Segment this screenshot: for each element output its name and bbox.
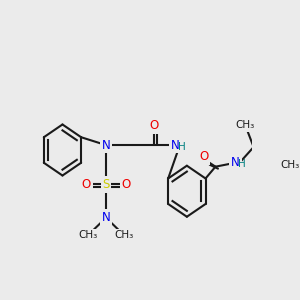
Text: CH₃: CH₃ — [280, 160, 300, 170]
Text: N: N — [102, 139, 110, 152]
Text: N: N — [231, 156, 240, 169]
Text: H: H — [178, 142, 185, 152]
Text: O: O — [199, 150, 208, 164]
Text: O: O — [82, 178, 91, 191]
Text: O: O — [121, 178, 130, 191]
Text: N: N — [170, 139, 179, 152]
Text: N: N — [102, 211, 110, 224]
Text: H: H — [238, 159, 246, 169]
Text: CH₃: CH₃ — [78, 230, 98, 240]
Text: O: O — [149, 119, 159, 132]
Text: CH₃: CH₃ — [115, 230, 134, 240]
Text: S: S — [102, 178, 110, 191]
Text: CH₃: CH₃ — [236, 121, 255, 130]
